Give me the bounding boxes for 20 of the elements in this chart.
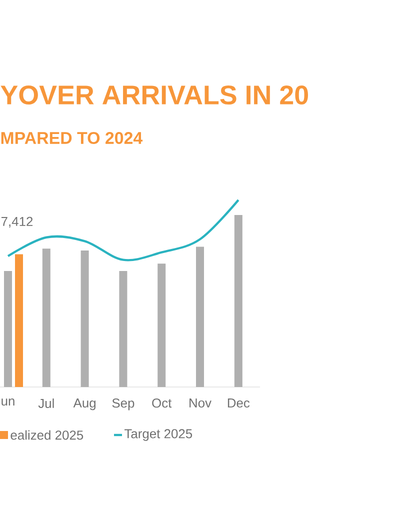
- x-tick-label: Oct: [152, 398, 172, 408]
- bar: [196, 246, 204, 387]
- x-tick-label: Sep: [112, 398, 134, 410]
- legend-label: ealized 2025: [10, 430, 84, 440]
- x-tick-label: Jul: [38, 398, 54, 408]
- x-tick-label: un: [2, 398, 14, 406]
- annotation: 7,412: [1, 216, 33, 228]
- bar: [42, 248, 50, 387]
- chart-subtitle: MPARED TO 2024: [1, 132, 143, 144]
- bar: [4, 271, 12, 387]
- bar: [80, 250, 89, 387]
- x-tick-label: Dec: [228, 398, 250, 408]
- x-tick-label: Aug: [73, 398, 96, 410]
- bar: [234, 214, 242, 387]
- legend-label: Target 2025: [124, 429, 192, 441]
- x-tick-label: Nov: [190, 398, 212, 408]
- chart-title: YOVER ARRIVALS IN 20: [0, 85, 308, 105]
- bar: [119, 271, 128, 387]
- bar: [15, 254, 23, 387]
- bar: [158, 264, 166, 387]
